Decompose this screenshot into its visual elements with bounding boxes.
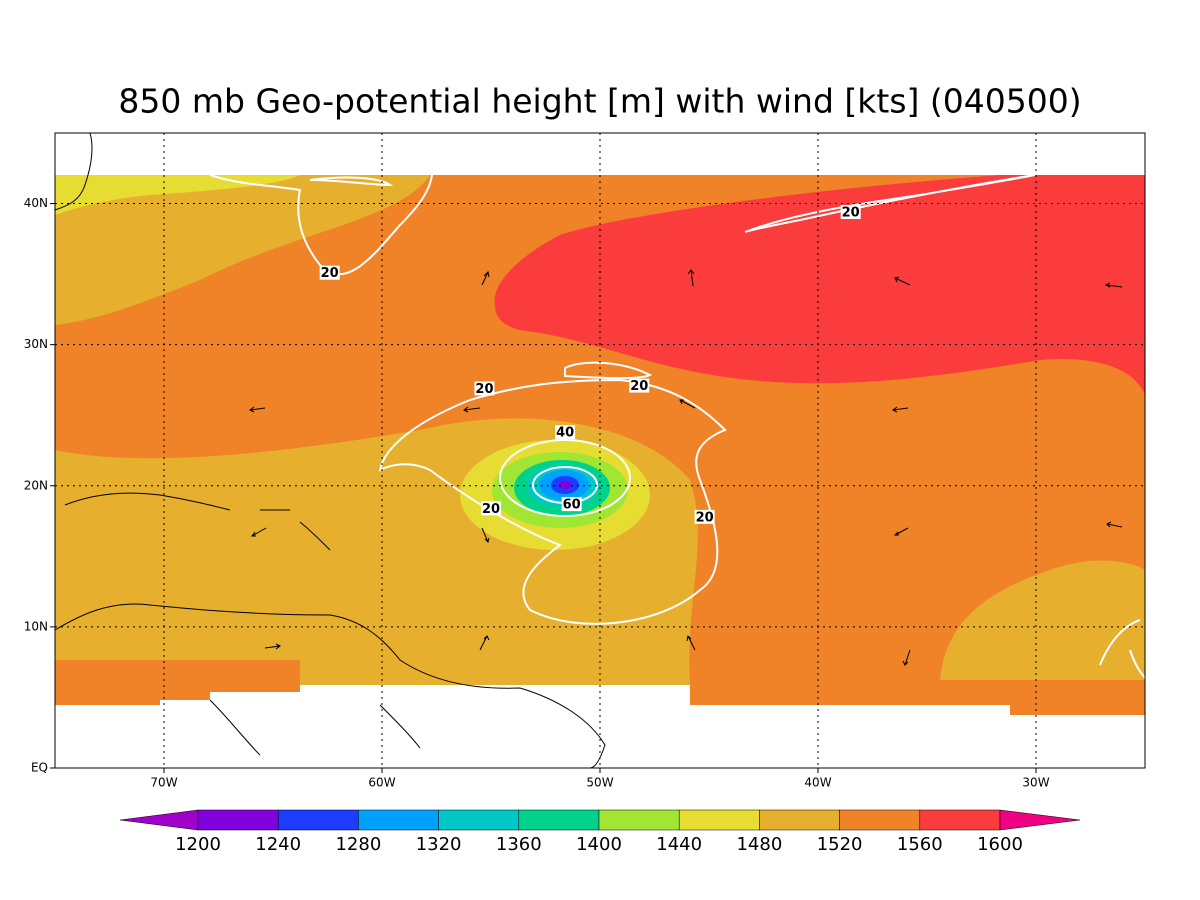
title: 850 mb Geo-potential height [m] with win…	[118, 82, 1081, 121]
x-tick-label: 60W	[368, 776, 395, 790]
colorbar-label: 1360	[496, 834, 542, 855]
wind-arrow	[902, 649, 911, 666]
contour-label: 20	[630, 379, 648, 394]
colorbar-label: 1200	[175, 834, 221, 855]
colorbar-label: 1520	[817, 834, 863, 855]
x-tick-label: 50W	[586, 776, 613, 790]
colorbar-label: 1400	[576, 834, 622, 855]
wind-arrow	[679, 399, 696, 409]
wind-arrow	[481, 270, 490, 286]
x-tick-label: 30W	[1022, 776, 1049, 790]
wind-arrow	[251, 527, 267, 537]
y-tick-label: 10N	[24, 619, 48, 633]
wind-arrow	[481, 527, 490, 543]
colorbar-box	[759, 809, 840, 831]
colorbar-label: 1240	[255, 834, 301, 855]
height-band	[559, 481, 571, 489]
colorbar-box	[919, 809, 1001, 831]
contour-label-box	[481, 501, 501, 516]
wind-contour	[1099, 619, 1146, 679]
x-tick-label: 70W	[150, 776, 177, 790]
contour-label-box	[319, 265, 340, 280]
wind-contour	[564, 361, 653, 380]
height-band	[940, 560, 1145, 680]
x-tick-label: 40W	[804, 776, 831, 790]
y-tick-label: EQ	[31, 761, 48, 775]
colorbar-box	[678, 809, 760, 831]
wind-contour	[378, 378, 727, 625]
wind-arrow	[249, 406, 266, 413]
wind-arrow	[1106, 521, 1123, 528]
contour-label-box	[555, 425, 576, 440]
wind-arrow	[264, 643, 281, 650]
colorbar-label: 1560	[897, 834, 943, 855]
colorbar-label: 1600	[977, 834, 1023, 855]
wind-arrow	[894, 276, 911, 286]
colorbar-under	[119, 809, 199, 831]
contour-label: 60	[563, 498, 581, 513]
contour-label-box	[694, 509, 715, 524]
colorbar-box	[438, 809, 520, 831]
wind-vectors	[249, 269, 1123, 666]
coastline	[64, 492, 331, 551]
contour-label-box	[629, 378, 650, 393]
coastline	[54, 603, 606, 769]
contour-label: 20	[475, 382, 493, 397]
contour-label-box	[561, 497, 582, 512]
height-band	[55, 175, 300, 215]
y-tick-label: 40N	[24, 196, 48, 210]
colorbar-box	[277, 809, 359, 831]
colorbar-over	[999, 809, 1081, 831]
wind-arrow	[1104, 282, 1123, 288]
colorbar-box	[358, 809, 439, 831]
contour-label: 20	[842, 206, 860, 221]
wind-contour	[209, 174, 433, 276]
colorbar-label: 1320	[416, 834, 462, 855]
colorbar-label: 1480	[736, 834, 782, 855]
colorbar-box	[518, 809, 600, 831]
wind-arrow	[893, 527, 909, 536]
y-tick-label: 30N	[24, 337, 48, 351]
contour-label-box	[840, 205, 861, 220]
contour-label: 20	[696, 510, 714, 525]
colorbar-box	[598, 809, 680, 831]
contour-label: 40	[556, 426, 574, 441]
contour-label: 20	[321, 266, 339, 281]
colorbar-label: 1440	[656, 834, 702, 855]
wind-arrow	[479, 635, 490, 651]
wind-arrow	[892, 406, 909, 413]
height-band	[494, 175, 1146, 395]
height-band	[55, 175, 430, 325]
coastline	[209, 699, 421, 756]
colorbar-label: 1280	[335, 834, 381, 855]
colorbar-box	[839, 809, 921, 831]
wind-contour	[499, 439, 631, 517]
colorbar-box	[197, 809, 279, 831]
contour-label-box	[474, 381, 495, 396]
contour-label: 20	[482, 502, 500, 517]
wind-arrow	[687, 269, 695, 287]
wind-contour	[309, 176, 394, 187]
wind-arrow	[686, 634, 696, 651]
wind-arrow	[463, 406, 481, 413]
y-tick-label: 20N	[24, 478, 48, 492]
